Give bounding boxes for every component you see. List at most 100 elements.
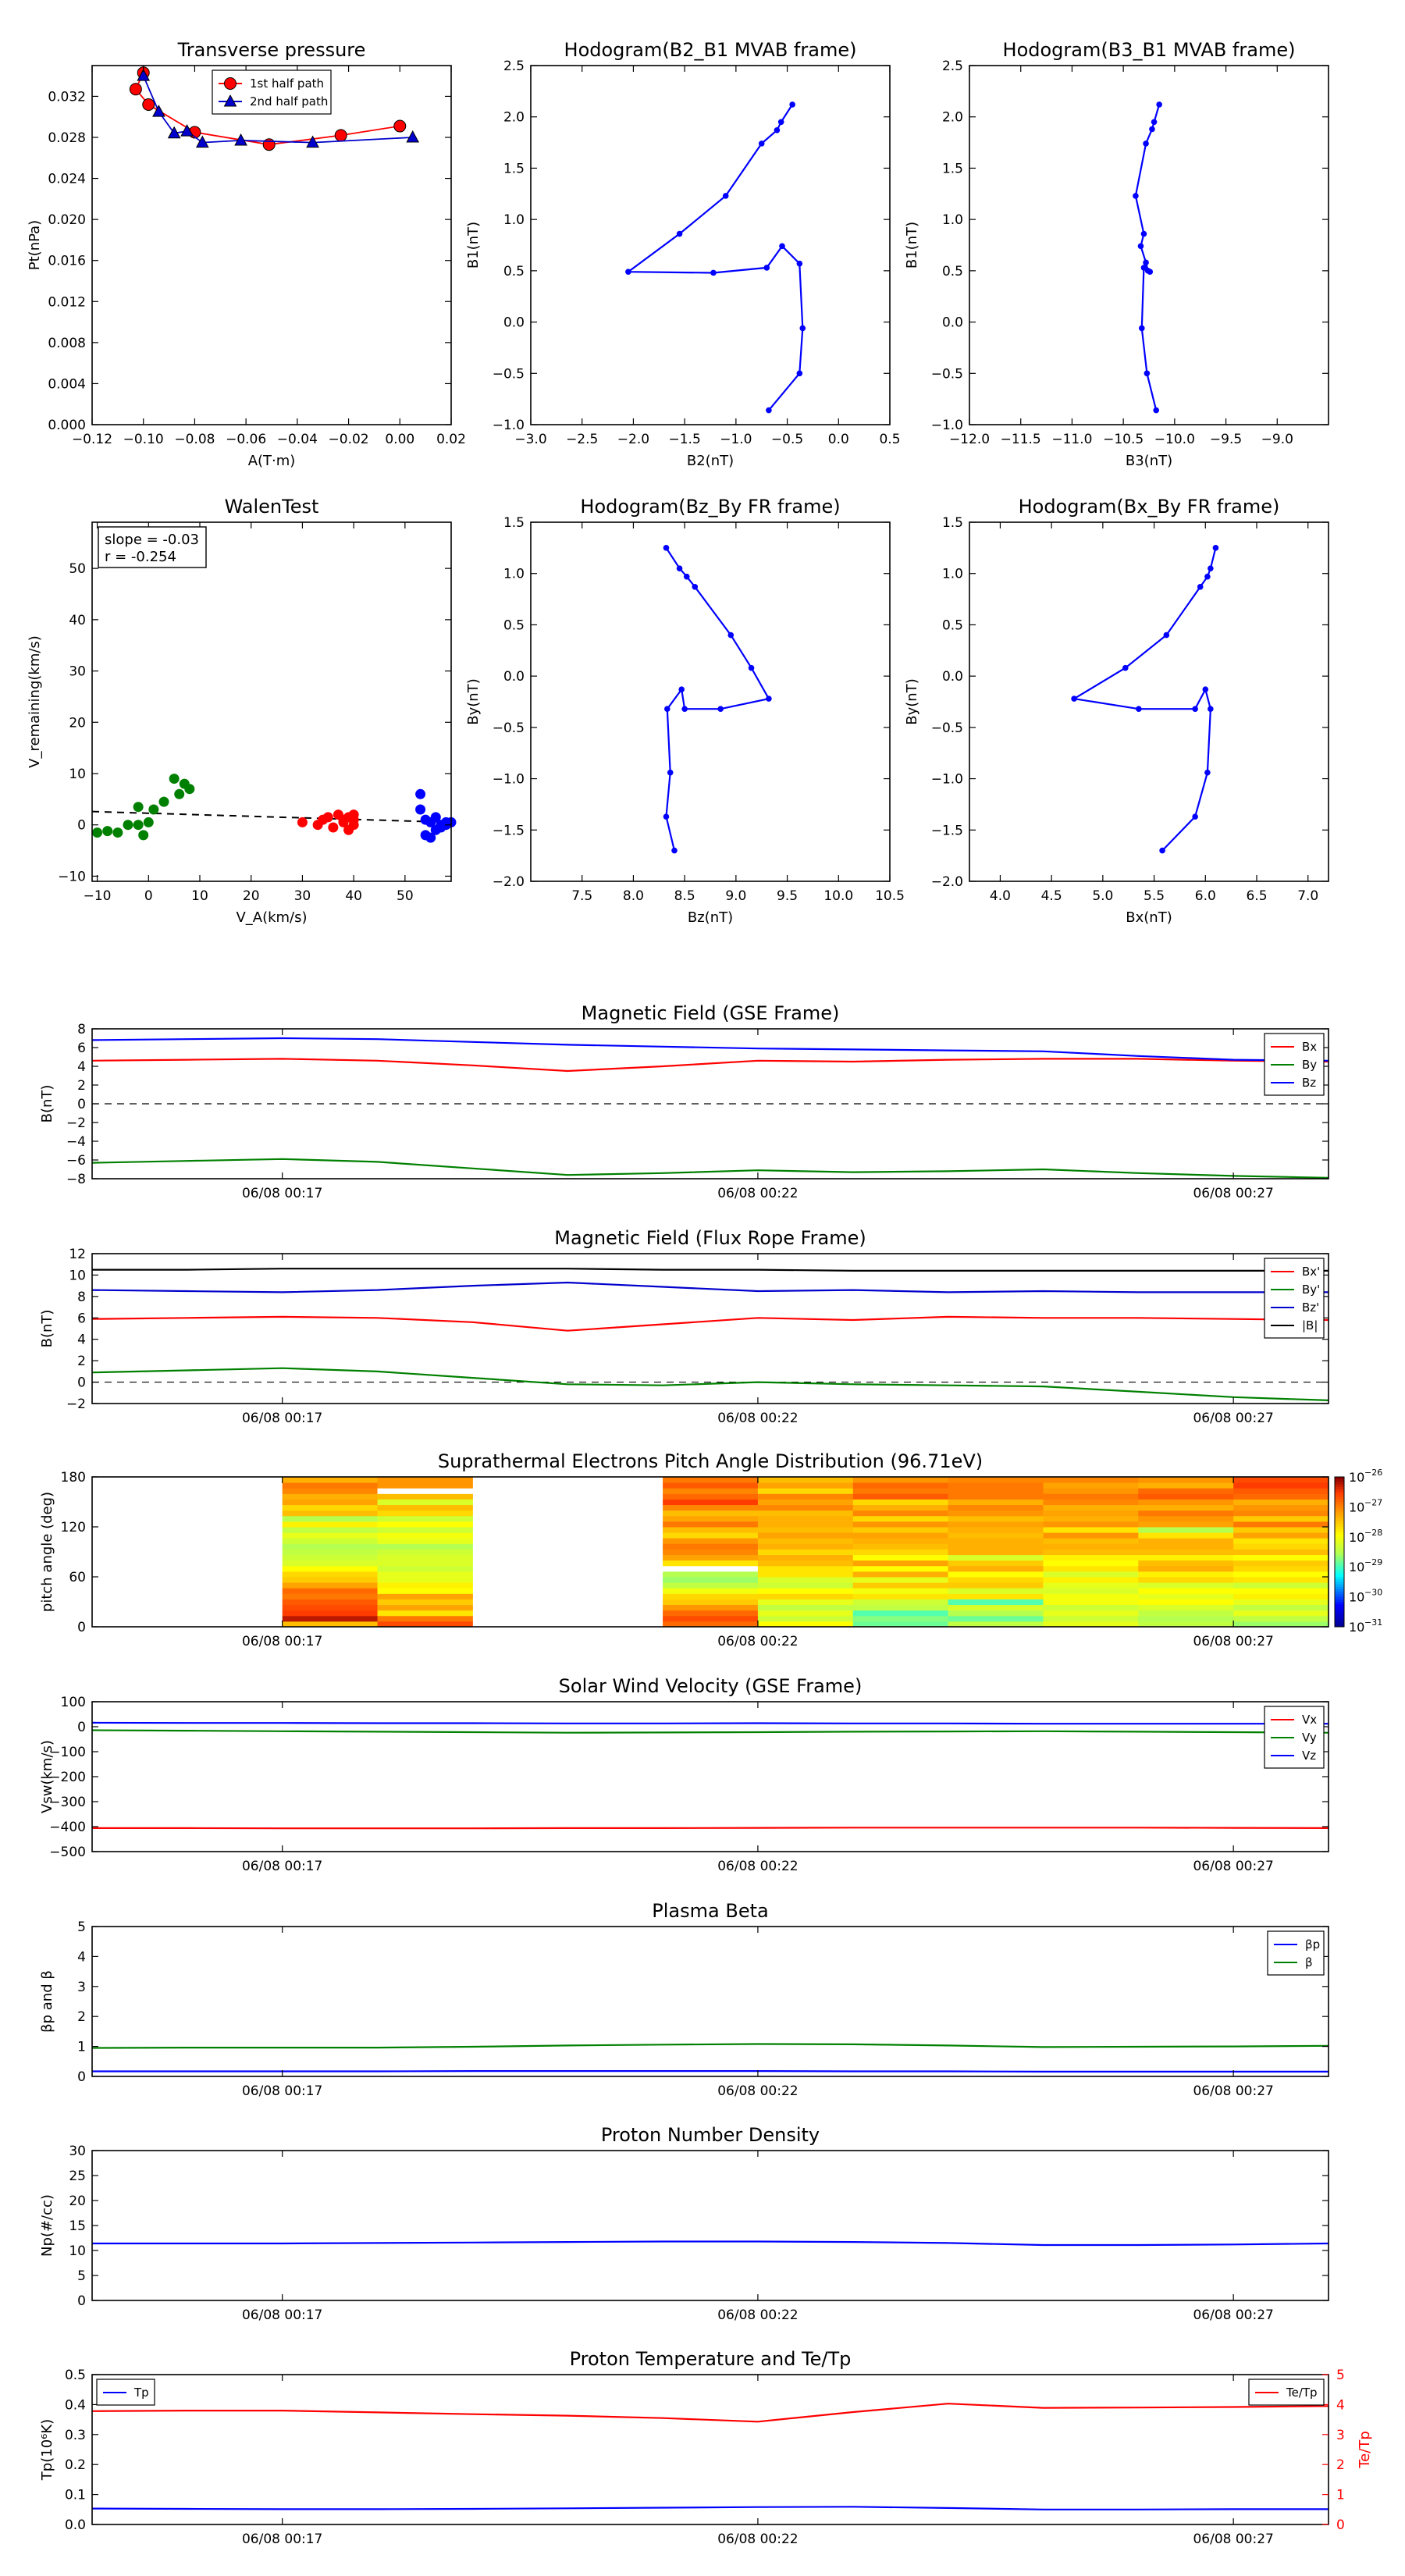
chart-title: Solar Wind Velocity (GSE Frame) — [559, 1675, 863, 1697]
heatmap-cell — [1138, 1527, 1234, 1533]
heatmap-cell — [1043, 1510, 1139, 1517]
x-tick-label: 06/08 00:17 — [242, 2532, 322, 2547]
data-point — [1204, 769, 1211, 776]
y-tick-label: 5 — [77, 2268, 86, 2284]
data-point — [779, 243, 785, 250]
heatmap-cell — [757, 1554, 854, 1561]
legend-label: |B| — [1302, 1318, 1318, 1332]
heatmap-cell — [757, 1521, 854, 1528]
colorbar-segment — [1335, 1502, 1344, 1505]
data-point — [1153, 407, 1159, 414]
data-point — [142, 98, 155, 111]
y-tick-label: −0.5 — [493, 366, 525, 382]
y-axis-label: B(nT) — [39, 1310, 55, 1348]
colorbar-segment — [1335, 1486, 1344, 1490]
heatmap-cell — [1043, 1571, 1139, 1578]
scatter-point — [415, 788, 426, 799]
x-tick-label: 9.5 — [777, 888, 798, 904]
data-point — [1192, 706, 1198, 712]
colorbar-segment — [1335, 1611, 1344, 1615]
data-point — [1140, 230, 1147, 237]
heatmap-cell — [377, 1510, 473, 1517]
legend-label: Bz' — [1302, 1300, 1319, 1315]
x-tick-label: −0.10 — [123, 432, 164, 447]
data-point — [1212, 545, 1219, 551]
heatmap-cell — [1138, 1515, 1234, 1522]
y-tick-label-right: 3 — [1336, 2428, 1345, 2443]
heatmap-cell — [1233, 1532, 1329, 1539]
y-tick-label: 0.5 — [65, 2368, 86, 2383]
chart-tp2: 06/08 00:17 06/08 00:22 06/08 00:27 0.0 0.1 0… — [39, 2348, 1373, 2547]
heatmap-cell — [1138, 1565, 1234, 1572]
heatmap-cell — [852, 1538, 949, 1544]
y-tick-label: 2.0 — [503, 110, 525, 126]
x-tick-label: 06/08 00:27 — [1193, 2083, 1273, 2099]
heatmap-cell — [1138, 1521, 1234, 1528]
chart-hb3: −12.0 −11.5 −11.0 −10.5 −10.0 −9.5 −9.0 −1.0 −0.… — [904, 39, 1329, 469]
heatmap-cell — [282, 1577, 379, 1583]
data-point — [1071, 696, 1077, 702]
heatmap-cell — [282, 1610, 379, 1617]
heatmap-cell — [663, 1565, 759, 1572]
series-line-0 — [1134, 104, 1161, 411]
series-line-tp — [91, 2506, 1329, 2510]
heatmap-cell — [757, 1532, 854, 1539]
colorbar-exponent: −27 — [1364, 1497, 1382, 1507]
x-tick-label: 0 — [144, 888, 153, 904]
x-tick-label: 5.0 — [1092, 888, 1113, 904]
legend-label: Bz — [1302, 1076, 1316, 1090]
y-tick-label: 8 — [77, 1022, 86, 1037]
legend-box — [1248, 2379, 1325, 2406]
colorbar-segment — [1335, 1574, 1344, 1578]
y-tick-label: 0.0 — [942, 669, 963, 685]
heatmap-cell — [852, 1532, 949, 1539]
data-point — [676, 565, 683, 571]
heatmap-cell — [1233, 1521, 1329, 1528]
heatmap-cell — [1043, 1499, 1139, 1506]
heatmap-cell — [663, 1510, 759, 1517]
heatmap-cell — [948, 1604, 1044, 1611]
colorbar-exponent: −29 — [1364, 1557, 1382, 1567]
chart-hbx: 4.0 4.5 5.0 5.5 6.0 6.5 7.0 −2.0 −1.5 −1.0 −0.5 0.0… — [904, 496, 1329, 926]
x-tick-label: 06/08 00:27 — [1193, 1634, 1273, 1649]
data-point — [1208, 565, 1214, 571]
heatmap-cell — [377, 1493, 473, 1500]
data-point — [195, 135, 209, 148]
heatmap-cell — [1233, 1615, 1329, 1622]
heatmap-cell — [663, 1515, 759, 1522]
scatter-point — [425, 832, 436, 843]
y-tick-label: 1.5 — [503, 515, 525, 531]
x-axis-label: V_A(km/s) — [236, 909, 307, 926]
data-point — [1143, 259, 1149, 266]
heatmap-cell — [948, 1532, 1044, 1539]
heatmap-cell — [282, 1493, 379, 1500]
heatmap-cell — [1138, 1588, 1234, 1594]
heatmap-cell — [377, 1565, 473, 1572]
y-tick-label: 1.0 — [503, 567, 525, 582]
heatmap-cell — [282, 1488, 379, 1494]
heatmap-cell — [377, 1515, 473, 1522]
colorbar-segment — [1335, 1494, 1344, 1498]
scatter-point — [102, 826, 113, 837]
x-tick-label: 10.5 — [875, 888, 905, 904]
heatmap-cell — [282, 1515, 379, 1522]
heatmap-cell — [948, 1504, 1044, 1511]
data-point — [758, 141, 765, 147]
chart-title: Hodogram(B3_B1 MVAB frame) — [1003, 39, 1296, 61]
y-tick-label: 2 — [77, 1078, 86, 1094]
colorbar-label: 10 — [1349, 1620, 1364, 1635]
colorbar-segment — [1335, 1564, 1344, 1567]
colorbar-segment — [1335, 1521, 1344, 1525]
heatmap-cell — [377, 1538, 473, 1544]
heatmap-cell — [1043, 1582, 1139, 1589]
y-tick-label: 1.5 — [942, 161, 963, 176]
heatmap-cell — [757, 1615, 854, 1622]
x-tick-label: 06/08 00:27 — [1193, 2532, 1273, 2547]
x-tick-label: 06/08 00:22 — [717, 1634, 798, 1649]
y-tick-label: 2 — [77, 2009, 86, 2025]
heatmap-cell — [1233, 1493, 1329, 1500]
legend-label: Bx — [1302, 1040, 1317, 1054]
heatmap-cell — [852, 1588, 949, 1594]
legend-label: Vx — [1302, 1713, 1317, 1727]
chart-title: Transverse pressure — [177, 39, 366, 61]
